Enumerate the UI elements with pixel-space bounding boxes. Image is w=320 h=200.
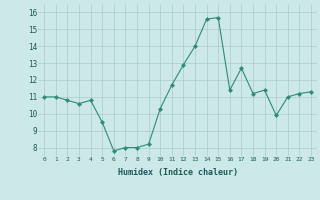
- X-axis label: Humidex (Indice chaleur): Humidex (Indice chaleur): [118, 168, 238, 177]
